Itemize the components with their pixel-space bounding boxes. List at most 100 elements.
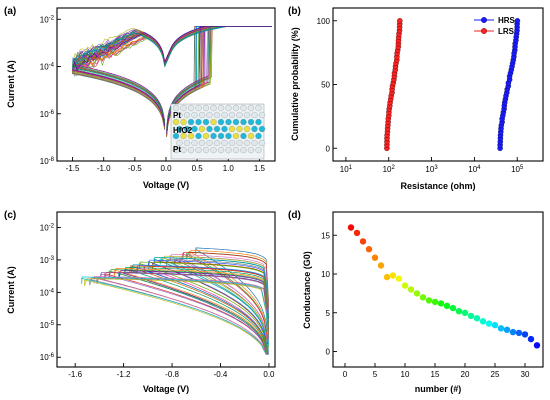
panel-a-ytick-label: 10-8 bbox=[40, 157, 55, 166]
inset-atom bbox=[240, 146, 247, 154]
panel-b-xtick-label: 104 bbox=[468, 165, 481, 174]
panel-c-iv-curve bbox=[147, 259, 269, 350]
inset-atom bbox=[255, 118, 262, 126]
panel-a-curves bbox=[71, 26, 272, 138]
panel-d-point bbox=[509, 328, 517, 336]
inset-atom bbox=[225, 146, 232, 154]
inset-atom bbox=[187, 132, 195, 140]
inset-atom bbox=[187, 146, 195, 154]
panel-c-ytick-label: 10-6 bbox=[40, 353, 55, 362]
panel-d-point bbox=[353, 229, 361, 237]
panel-d-point bbox=[515, 329, 523, 337]
inset-atom bbox=[180, 146, 187, 154]
panel-c-xlabel: Voltage (V) bbox=[143, 384, 189, 394]
panel-d-label: (d) bbox=[288, 210, 301, 221]
inset-atom bbox=[243, 111, 251, 119]
inset-atom bbox=[251, 139, 258, 147]
inset-atom bbox=[221, 111, 228, 119]
panel-d-point bbox=[533, 342, 541, 349]
panel-a-iv-curve bbox=[72, 26, 272, 134]
panel-d-ytick-label: 10 bbox=[321, 270, 330, 279]
inset-atom bbox=[180, 104, 187, 112]
inset-atom bbox=[255, 104, 262, 112]
panel-d-point bbox=[407, 286, 415, 293]
panel-d-ytick-label: 0 bbox=[326, 348, 331, 357]
inset-bottom-electrode-label: Pt bbox=[173, 145, 181, 154]
panel-d-point bbox=[365, 246, 373, 253]
inset-atom bbox=[198, 111, 206, 119]
panel-b-xtick-label: 105 bbox=[511, 165, 524, 174]
inset-atoms bbox=[172, 104, 266, 154]
inset-atom bbox=[232, 146, 240, 154]
panel-a-ytick-label: 10-4 bbox=[40, 63, 55, 72]
inset-atom bbox=[258, 125, 266, 133]
panel-d-point bbox=[413, 290, 421, 297]
panel-d-xtick-label: 20 bbox=[461, 370, 470, 379]
inset-atom bbox=[206, 139, 213, 147]
inset-oxide-label: HfO2 bbox=[173, 126, 193, 135]
panel-b-legend: HRS LRS bbox=[474, 16, 516, 36]
panel-b-xlabel: Resistance (ohm) bbox=[400, 181, 475, 191]
panel-a-chart: -1.5 -1.0 -0.5 0.0 0.5 1.0 1.5 10-8 10-6 10-4 10-2… bbox=[6, 7, 276, 190]
inset-atom bbox=[243, 139, 251, 147]
panel-a-xtick-label: 0.5 bbox=[192, 164, 204, 173]
inset-atom bbox=[202, 132, 210, 140]
panel-d-point bbox=[371, 254, 379, 261]
inset-atom bbox=[195, 104, 202, 112]
inset-atom bbox=[213, 111, 221, 119]
inset-atom bbox=[240, 104, 247, 112]
panel-b-ylabel: Cumulative probability (%) bbox=[290, 27, 300, 141]
panel-d-xtick-label: 30 bbox=[521, 370, 530, 379]
inset-atom bbox=[240, 132, 247, 140]
inset-atom bbox=[225, 132, 232, 140]
panel-d-points bbox=[347, 224, 541, 349]
panel-a-ticks: -1.5 -1.0 -0.5 0.0 0.5 1.0 1.5 10-8 10-6 10-4 10-2 bbox=[40, 15, 266, 173]
panel-d-point bbox=[377, 262, 385, 269]
inset-atom bbox=[240, 118, 247, 126]
panel-d-point bbox=[347, 224, 355, 231]
panel-d-frame bbox=[332, 211, 544, 368]
inset-atom bbox=[258, 139, 266, 147]
panel-c-iv-curve bbox=[108, 269, 269, 354]
panel-a-xlabel: Voltage (V) bbox=[143, 180, 189, 190]
panel-d-xtick-label: 0 bbox=[343, 370, 348, 379]
inset-atom bbox=[183, 111, 191, 119]
panel-c-xtick-label: -1.6 bbox=[68, 370, 82, 379]
panel-d-point bbox=[527, 335, 535, 343]
panel-b-ticks: 101 102 103 104 105 0 50 100 bbox=[317, 17, 524, 174]
panel-c-iv-curve bbox=[169, 253, 269, 342]
panel-a-xtick-label: -1.5 bbox=[66, 164, 80, 173]
inset-atom bbox=[176, 111, 183, 119]
panel-d-point bbox=[419, 294, 427, 301]
inset-atom bbox=[236, 125, 243, 133]
inset-atom bbox=[232, 118, 240, 126]
inset-atom bbox=[187, 118, 195, 126]
panel-b-ytick-label: 0 bbox=[326, 144, 331, 153]
inset-atom bbox=[195, 132, 202, 140]
panel-d-ylabel: Conductance (G0) bbox=[302, 251, 312, 329]
inset-atom bbox=[191, 125, 198, 133]
panel-b-chart: 101 102 103 104 105 0 50 100 HRS LRS Resistance … bbox=[290, 7, 544, 191]
panel-a-xtick-label: 1.0 bbox=[223, 164, 235, 173]
inset-atom bbox=[232, 132, 240, 140]
panel-d-xlabel: number (#) bbox=[415, 384, 462, 394]
panel-c-curves bbox=[81, 247, 269, 356]
panel-d-ticks: 0 5 10 15 20 25 30 0 5 10 15 bbox=[321, 231, 530, 379]
panel-c-ytick-label: 10-5 bbox=[40, 321, 55, 330]
panel-c-ytick-label: 10-3 bbox=[40, 256, 55, 265]
panel-d-ytick-label: 5 bbox=[326, 309, 331, 318]
inset-atom bbox=[183, 125, 191, 133]
inset-atom bbox=[228, 111, 236, 119]
panel-c-label: (c) bbox=[4, 210, 16, 221]
panel-c-iv-curve bbox=[84, 278, 269, 355]
panel-d-point bbox=[359, 238, 367, 245]
panel-b-xtick-label: 101 bbox=[340, 165, 353, 174]
inset-atom bbox=[195, 146, 202, 154]
inset-atom bbox=[176, 125, 183, 133]
panel-d-point bbox=[473, 315, 481, 322]
panel-d-point bbox=[437, 300, 445, 307]
panel-a-iv-curve bbox=[72, 26, 272, 130]
panel-d-point bbox=[485, 320, 493, 327]
inset-atom bbox=[251, 111, 258, 119]
inset-top-electrode-label: Pt bbox=[173, 111, 181, 120]
